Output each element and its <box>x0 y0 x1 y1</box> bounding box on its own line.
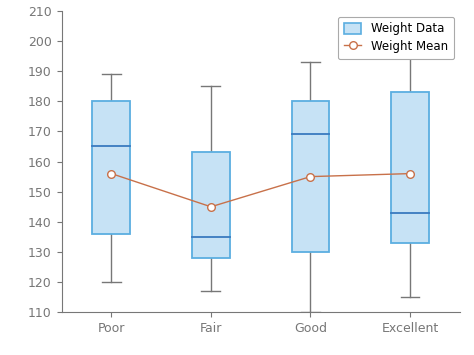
Legend: Weight Data, Weight Mean: Weight Data, Weight Mean <box>338 17 454 59</box>
Bar <box>92 101 130 234</box>
Bar <box>292 101 329 252</box>
Bar <box>192 153 230 258</box>
Bar <box>391 92 429 243</box>
